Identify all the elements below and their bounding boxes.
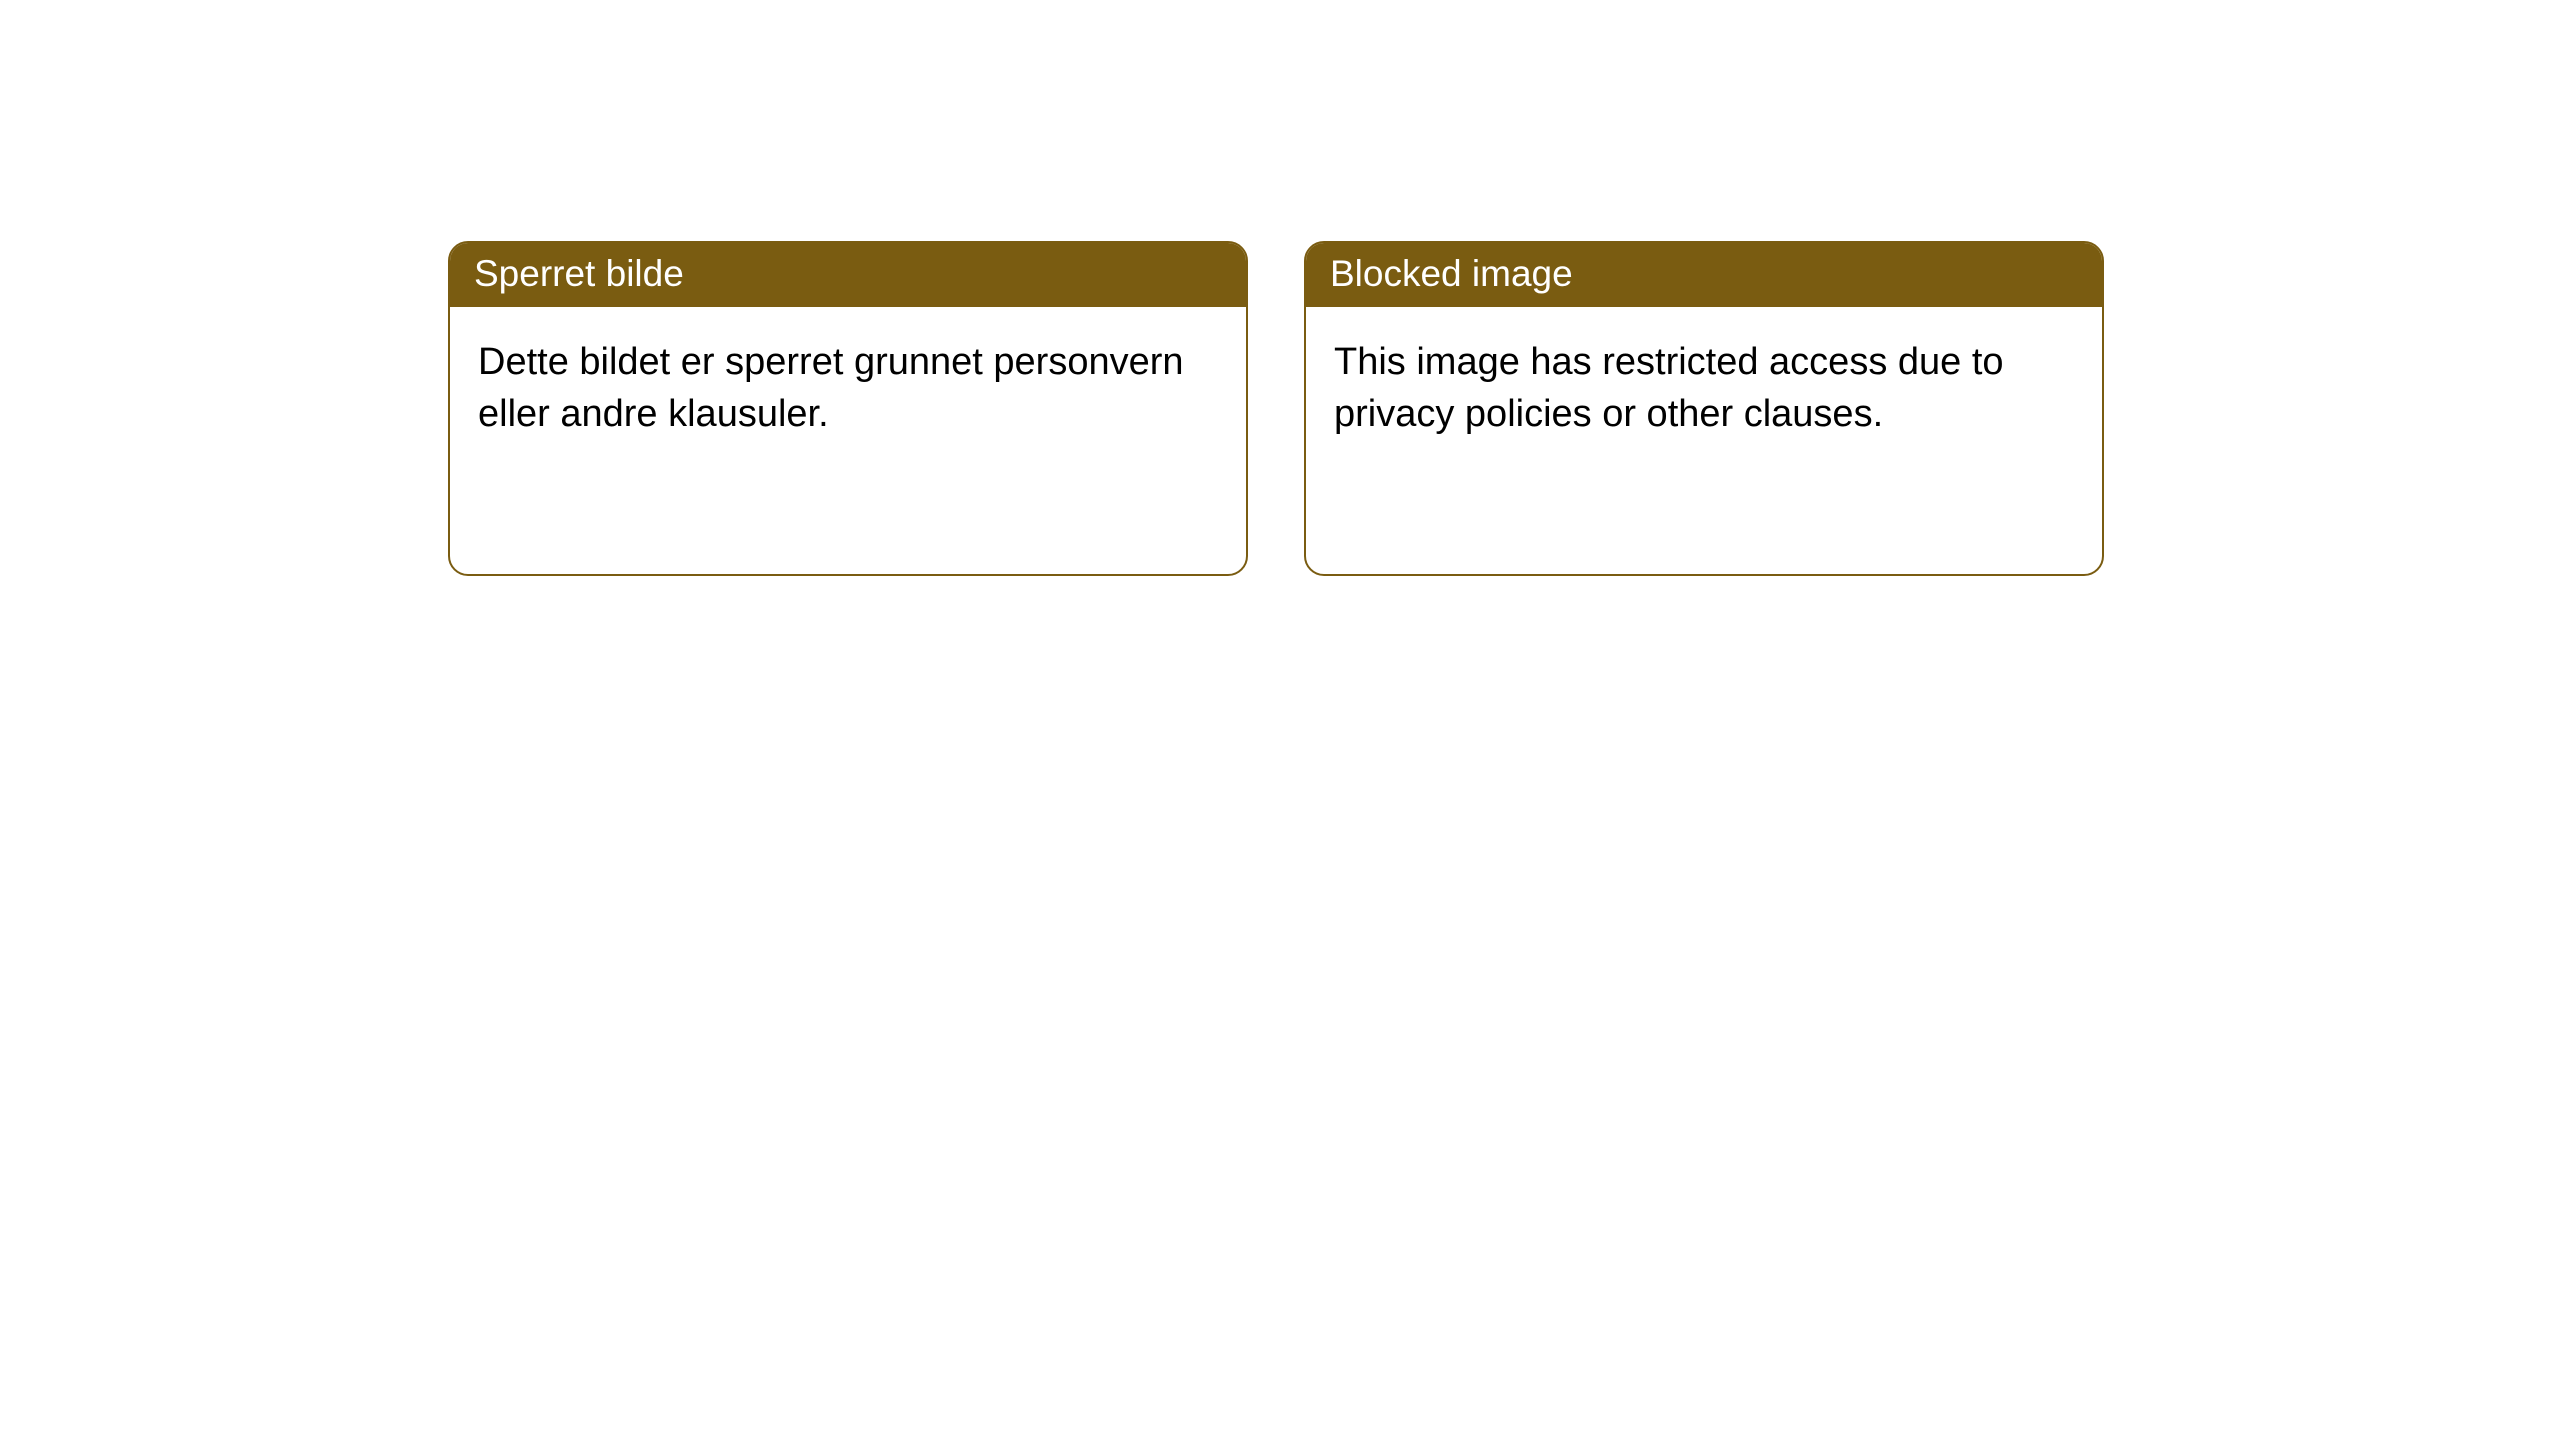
notice-card-text: This image has restricted access due to … [1334, 341, 2004, 434]
notice-card-norwegian: Sperret bilde Dette bildet er sperret gr… [448, 241, 1248, 576]
notice-card-title: Blocked image [1330, 253, 1573, 294]
notice-card-header: Blocked image [1306, 243, 2102, 307]
notice-card-header: Sperret bilde [450, 243, 1246, 307]
notice-card-english: Blocked image This image has restricted … [1304, 241, 2104, 576]
notice-card-body: Dette bildet er sperret grunnet personve… [450, 307, 1246, 470]
notice-card-text: Dette bildet er sperret grunnet personve… [478, 341, 1184, 434]
notice-card-title: Sperret bilde [474, 253, 684, 294]
notice-card-body: This image has restricted access due to … [1306, 307, 2102, 470]
notice-cards-container: Sperret bilde Dette bildet er sperret gr… [448, 241, 2104, 576]
